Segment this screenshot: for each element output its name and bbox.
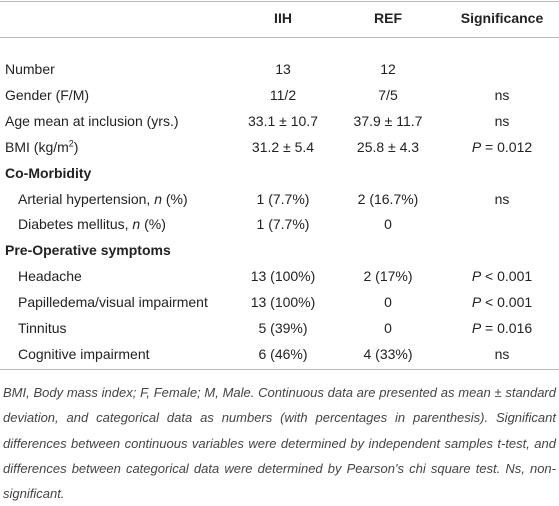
cell: 13 bbox=[275, 61, 291, 77]
cell: 12 bbox=[380, 61, 396, 77]
cell: 13 (100%) bbox=[250, 268, 316, 285]
row-label-text: (%) bbox=[161, 190, 188, 207]
row-label: BMI (kg/m2) bbox=[5, 138, 78, 156]
cell-italic: P bbox=[471, 268, 482, 285]
row-label: Tinnitus bbox=[18, 320, 67, 336]
cell: 1 (7.7%) bbox=[256, 190, 310, 207]
cell: 37.9 ± 11.7 bbox=[353, 112, 423, 129]
column-header: REF bbox=[374, 10, 402, 26]
cell: 25.8 ± 4.3 bbox=[356, 138, 420, 155]
cell-text: = 0.012 bbox=[481, 138, 533, 155]
bottom-rule bbox=[0, 369, 559, 370]
cell: 0 bbox=[384, 294, 392, 311]
cell: 2 (16.7%) bbox=[357, 190, 419, 207]
section-label: Co-Morbidity bbox=[5, 164, 92, 181]
row-label-text: BMI (kg/m bbox=[5, 138, 69, 155]
cell: ns bbox=[494, 345, 510, 362]
row-label-text: Arterial hypertension, bbox=[18, 190, 155, 207]
cell: ns bbox=[494, 112, 510, 129]
column-header: IIH bbox=[274, 10, 292, 26]
cell-text: = 0.016 bbox=[481, 320, 533, 336]
cell: 4 (33%) bbox=[363, 345, 413, 362]
cell: ns bbox=[494, 190, 510, 207]
cell: 2 (17%) bbox=[363, 268, 413, 285]
cell: 0 bbox=[384, 320, 392, 336]
row-label: Headache bbox=[18, 268, 82, 285]
cell: P < 0.001 bbox=[472, 293, 532, 311]
cell: P = 0.012 bbox=[472, 138, 532, 156]
cell: 33.1 ± 10.7 bbox=[248, 112, 318, 129]
cell: 7/5 bbox=[378, 86, 398, 103]
cell-italic: P bbox=[471, 138, 482, 155]
cell: 6 (46%) bbox=[258, 345, 308, 362]
cell: 13 (100%) bbox=[250, 294, 316, 311]
row-label: Diabetes mellitus, n (%) bbox=[18, 215, 166, 233]
cell: P < 0.001 bbox=[472, 267, 532, 285]
cell: 5 (39%) bbox=[258, 320, 308, 336]
cell-text: < 0.001 bbox=[481, 294, 533, 311]
row-label-italic: n bbox=[154, 190, 162, 207]
row-label-italic: n bbox=[132, 216, 141, 233]
cell-italic: P bbox=[471, 320, 482, 336]
column-header: Significance bbox=[460, 10, 544, 26]
header-rule bbox=[0, 37, 559, 38]
cell-italic: P bbox=[471, 294, 482, 311]
cell: 11/2 bbox=[269, 86, 297, 103]
cell: 31.2 ± 5.4 bbox=[251, 138, 315, 155]
row-label-text: (%) bbox=[140, 216, 166, 233]
row-label: Papilledema/visual impairment bbox=[18, 294, 208, 311]
top-rule bbox=[0, 1, 559, 2]
row-label-text: Diabetes mellitus, bbox=[18, 216, 133, 233]
cell: P = 0.016 bbox=[472, 319, 532, 337]
row-label-text: ) bbox=[73, 138, 79, 155]
cell-text: < 0.001 bbox=[481, 268, 533, 285]
row-label-superscript: 2 bbox=[68, 138, 74, 149]
cell: 1 (7.7%) bbox=[256, 216, 310, 233]
cell: ns bbox=[494, 86, 510, 103]
section-label: Pre-Operative symptoms bbox=[5, 242, 171, 259]
row-label: Gender (F/M) bbox=[5, 86, 90, 103]
row-label: Arterial hypertension, n (%) bbox=[18, 190, 188, 208]
row-label: Age mean at inclusion (yrs.) bbox=[5, 112, 179, 129]
row-label: Number bbox=[5, 61, 55, 77]
footnote: BMI, Body mass index; F, Female; M, Male… bbox=[3, 385, 556, 502]
row-label: Cognitive impairment bbox=[18, 345, 150, 362]
cell: 0 bbox=[384, 216, 392, 233]
